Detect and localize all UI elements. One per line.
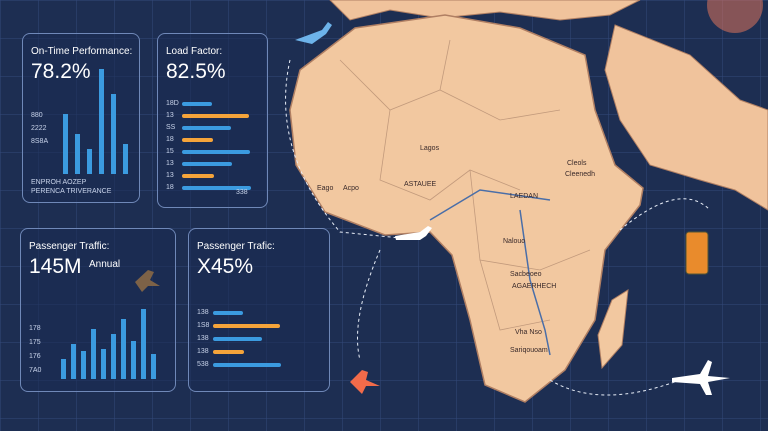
map-label: Cleenedh <box>565 171 595 178</box>
map-label: Eago <box>317 185 333 192</box>
bar <box>213 337 262 341</box>
arabia <box>604 24 768 211</box>
column <box>87 149 92 174</box>
map-label: Cleols <box>567 160 587 167</box>
column <box>75 134 80 174</box>
row-label: 880 <box>31 112 43 119</box>
column <box>99 69 104 174</box>
bar <box>182 162 232 166</box>
row-label: SS <box>166 124 176 131</box>
bar <box>182 102 212 106</box>
row-label: 175 <box>29 339 41 346</box>
row-label: 13 <box>166 160 174 167</box>
column <box>141 309 146 379</box>
panel: Passenger Traffic: 145M 178 175 176 7A0 Annual <box>20 228 176 392</box>
plane <box>295 22 332 44</box>
column <box>111 94 116 174</box>
row-label: 538 <box>197 361 209 368</box>
column <box>123 144 128 174</box>
map-label: Acpo <box>343 185 359 192</box>
bar <box>182 150 250 154</box>
bar <box>182 114 249 118</box>
africa <box>289 14 644 403</box>
bar <box>213 324 280 328</box>
column <box>151 354 156 379</box>
column <box>61 359 66 379</box>
plane <box>350 370 380 394</box>
row-label: 138 <box>197 348 209 355</box>
panel-title: Load Factor: <box>166 46 223 57</box>
row-label: 1S8 <box>197 322 210 329</box>
map-label: LAEDAN <box>510 193 538 200</box>
row-label: 176 <box>29 353 41 360</box>
madagascar <box>597 289 629 370</box>
bar <box>182 126 231 130</box>
cable-car <box>685 231 709 275</box>
column <box>71 344 76 379</box>
map-label: Vha Nso <box>515 329 542 336</box>
route <box>429 189 551 356</box>
row-label: 178 <box>29 325 41 332</box>
panel-value: 78.2% <box>31 60 91 83</box>
column <box>91 329 96 379</box>
map-label: AGAERHECH <box>512 283 556 290</box>
panel-footer: PERENCA TRIVERANCE <box>31 188 112 195</box>
panel: Passenger Trafic: X45% 138 1S8 138 138 538 <box>188 228 330 392</box>
panel-title: On-Time Performance: <box>31 46 133 57</box>
panel-footer: 338 <box>236 189 248 196</box>
map-label: Nalouo <box>503 238 525 245</box>
row-label: 15 <box>166 148 174 155</box>
bar <box>213 350 244 354</box>
sun <box>707 0 763 33</box>
row-label: 7A0 <box>29 367 42 374</box>
borders <box>339 39 591 331</box>
row-label: 18 <box>166 184 174 191</box>
panel-value: 145M <box>29 255 82 278</box>
column <box>101 349 106 379</box>
row-label: 8S8A <box>31 138 49 145</box>
panel-title: Passenger Trafic: <box>197 241 275 252</box>
europe <box>329 0 641 21</box>
panel: On-Time Performance: 78.2% 880 2222 8S8A ENPR… <box>22 33 140 203</box>
column <box>63 114 68 174</box>
map-label: ASTAUEE <box>404 181 436 188</box>
map-label: Sariqouoam <box>510 347 548 354</box>
row-label: 138 <box>197 335 209 342</box>
bar <box>213 311 243 315</box>
panel-value: 82.5% <box>166 60 226 83</box>
plane <box>395 226 432 240</box>
panel-footer: Annual <box>89 259 121 270</box>
bar <box>213 363 281 367</box>
map-label: Lagos <box>420 145 440 152</box>
bar <box>182 186 251 190</box>
panel-title: Passenger Traffic: <box>29 241 110 252</box>
plane <box>672 360 730 395</box>
row-label: 18D <box>166 100 179 107</box>
row-label: 138 <box>197 309 209 316</box>
column <box>81 351 86 379</box>
panel-value: X45% <box>197 255 254 278</box>
row-label: 13 <box>166 172 174 179</box>
row-label: 18 <box>166 136 174 143</box>
map-label: Sacbeoeo <box>510 271 542 278</box>
panel: Load Factor: 82.5% 18D 13 SS 18 15 13 13 18 338 <box>157 33 268 208</box>
row-label: 13 <box>166 112 174 119</box>
column <box>111 334 116 379</box>
bar <box>182 174 214 178</box>
column <box>131 341 136 379</box>
column <box>121 319 126 379</box>
row-label: 2222 <box>31 125 47 132</box>
panel-footer: ENPROH AOZEP <box>31 179 87 186</box>
bar <box>182 138 213 142</box>
